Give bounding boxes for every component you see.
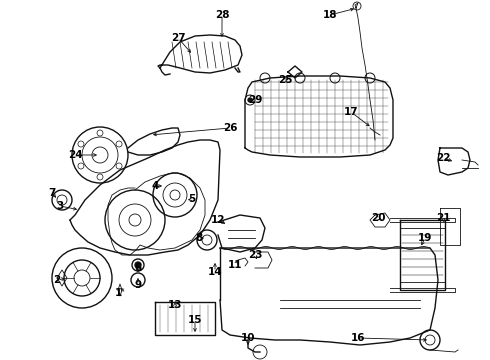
Text: 20: 20 [371, 213, 385, 223]
Text: 4: 4 [151, 181, 159, 191]
Text: 19: 19 [418, 233, 432, 243]
Text: 14: 14 [208, 267, 222, 277]
Text: 27: 27 [171, 33, 185, 43]
Text: 21: 21 [436, 213, 450, 223]
Text: 23: 23 [248, 250, 262, 260]
Text: 9: 9 [134, 280, 142, 290]
Text: 3: 3 [56, 201, 64, 211]
Text: 26: 26 [223, 123, 237, 133]
Text: 29: 29 [248, 95, 262, 105]
Circle shape [248, 98, 252, 102]
Text: 8: 8 [196, 233, 203, 243]
Text: 1: 1 [114, 288, 122, 298]
Text: 11: 11 [228, 260, 242, 270]
Text: 15: 15 [188, 315, 202, 325]
Text: 2: 2 [53, 275, 61, 285]
Text: 7: 7 [49, 188, 56, 198]
Text: 10: 10 [241, 333, 255, 343]
Text: 24: 24 [68, 150, 82, 160]
Circle shape [135, 262, 141, 268]
Text: 17: 17 [343, 107, 358, 117]
Text: 28: 28 [215, 10, 229, 20]
Text: 13: 13 [168, 300, 182, 310]
Text: 18: 18 [323, 10, 337, 20]
Text: 25: 25 [278, 75, 292, 85]
Text: 22: 22 [436, 153, 450, 163]
Text: 6: 6 [134, 263, 142, 273]
Text: 5: 5 [188, 194, 196, 204]
Text: 16: 16 [351, 333, 365, 343]
Text: 12: 12 [211, 215, 225, 225]
